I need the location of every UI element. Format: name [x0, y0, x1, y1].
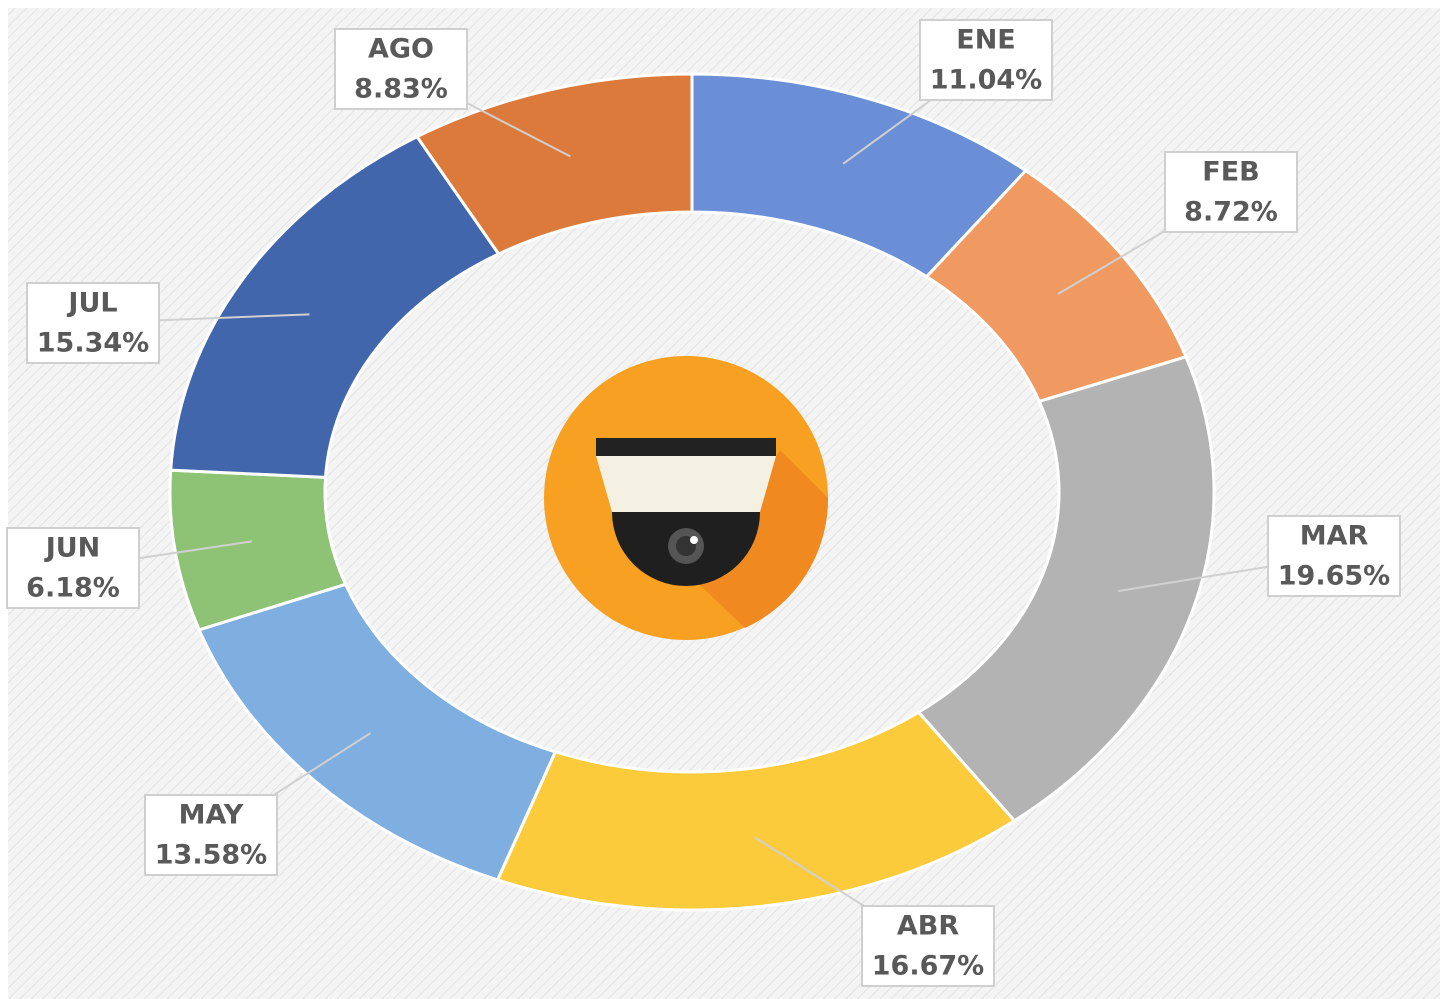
- donut-segment: [414, 72, 694, 256]
- labels: ENE 11.04% FEB 8.72% MAR 19.65% ABR 16.67% MAY 13…: [6, 19, 1401, 987]
- label-box: [1267, 515, 1401, 597]
- label-box: [144, 794, 278, 876]
- label-box: [861, 905, 995, 987]
- value-label: 11.04%: [930, 65, 1042, 96]
- category-label: AGO: [368, 34, 434, 65]
- value-label: 19.65%: [1278, 561, 1390, 592]
- value-label: 6.18%: [26, 573, 120, 604]
- label-box: [6, 527, 140, 609]
- label-box: [334, 28, 468, 110]
- value-label: 8.72%: [1184, 197, 1278, 228]
- category-label: JUN: [44, 533, 101, 564]
- label-box: [1164, 151, 1298, 233]
- value-label: 15.34%: [37, 328, 149, 359]
- donut: [168, 72, 1216, 912]
- value-label: 13.58%: [155, 840, 267, 871]
- camera-icon: [544, 356, 829, 640]
- category-label: ENE: [956, 25, 1015, 56]
- category-label: MAY: [179, 800, 244, 831]
- category-label: MAR: [1300, 521, 1369, 552]
- donut-segment: [916, 354, 1216, 823]
- category-label: JUL: [66, 288, 117, 319]
- value-label: 8.83%: [354, 74, 448, 105]
- category-label: ABR: [897, 911, 959, 942]
- category-label: FEB: [1202, 157, 1259, 188]
- label-box: [26, 282, 160, 364]
- value-label: 16.67%: [872, 951, 984, 982]
- label-box: [919, 19, 1053, 101]
